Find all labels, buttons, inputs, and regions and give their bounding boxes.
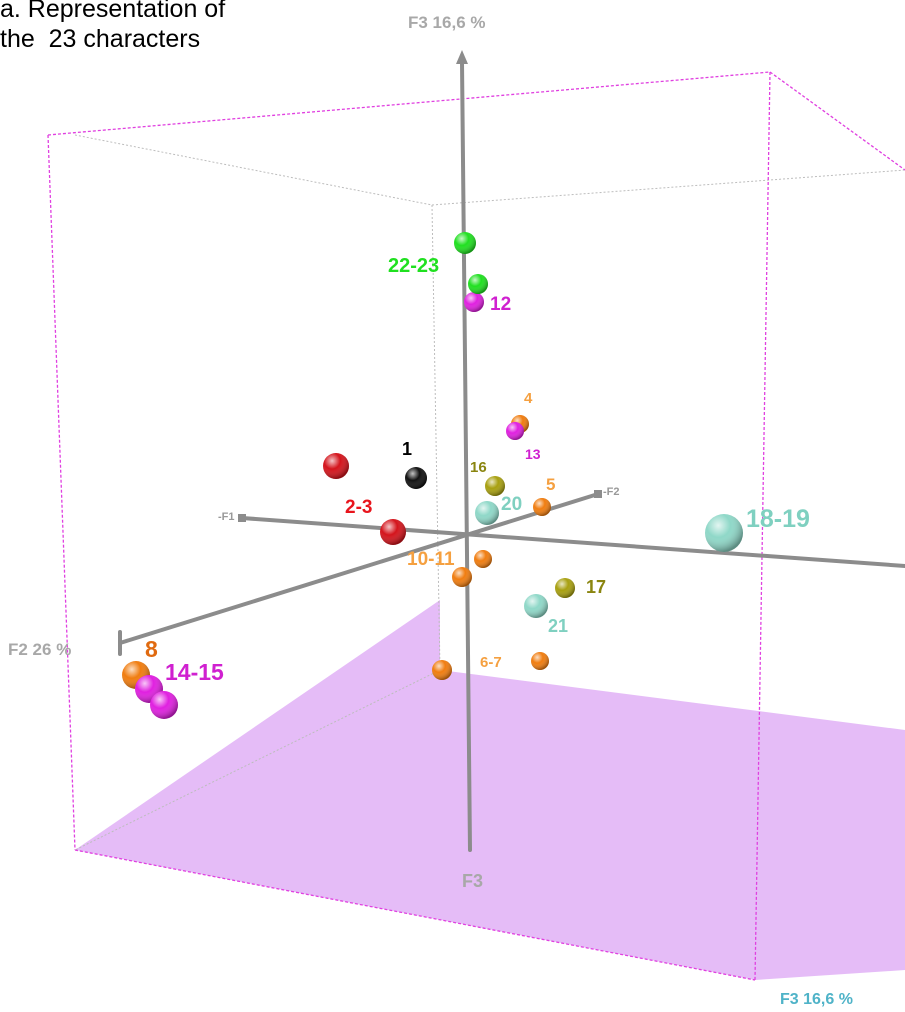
- point-label-16: 16: [470, 459, 487, 476]
- point-label-13: 13: [525, 446, 541, 462]
- point-marker-12-12: [464, 292, 484, 312]
- point-markers: [122, 232, 743, 719]
- point-label-17: 17: [586, 577, 606, 597]
- point-label-14-15: 14-15: [165, 659, 224, 685]
- axis-f1-end: [238, 514, 246, 522]
- point-label-18-19: 18-19: [746, 505, 810, 533]
- point-marker-18-19-18: [705, 514, 743, 552]
- point-marker-5-5: [533, 498, 551, 516]
- point-marker-17-17: [555, 578, 575, 598]
- axis-f2-end: [594, 490, 602, 498]
- point-marker-22-23-23: [468, 274, 488, 294]
- point-marker-14-15-15: [150, 691, 178, 719]
- point-marker-6-7-6: [432, 660, 452, 680]
- axis-label-f3-top: F3 16,6 %: [408, 13, 486, 32]
- point-marker-16-16: [485, 476, 505, 496]
- point-marker-10-11-11: [452, 567, 472, 587]
- point-marker-2-3-2: [323, 453, 349, 479]
- axis-f2: [118, 492, 600, 645]
- point-label-5: 5: [546, 475, 555, 494]
- point-marker-20-20: [475, 501, 499, 525]
- axis-f1: [240, 516, 905, 568]
- point-marker-13-13: [506, 422, 524, 440]
- point-marker-10-11-10: [474, 550, 492, 568]
- axes: [118, 50, 905, 852]
- caption-line-2: the 23 characters: [0, 25, 201, 53]
- axis-label-corner: F3 16,6 %: [780, 991, 853, 1008]
- point-label-22-23: 22-23: [388, 255, 439, 277]
- axis-f3-arrow: [456, 50, 468, 64]
- point-label-2-3: 2-3: [345, 497, 372, 518]
- axis-f3: [460, 60, 472, 852]
- floor-plane: [75, 600, 905, 980]
- box-front-edges: [47, 71, 905, 981]
- point-label-8: 8: [145, 636, 158, 662]
- point-label-21: 21: [548, 616, 568, 636]
- axis-label-f2-neg: -F2: [603, 486, 620, 498]
- point-label-4: 4: [524, 390, 533, 407]
- point-marker-1-1: [405, 467, 427, 489]
- caption-line-1: a. Representation of: [0, 0, 226, 23]
- point-marker-6-7-7: [531, 652, 549, 670]
- axis-label-f2: F2 26 %: [8, 640, 71, 659]
- point-marker-21-21: [524, 594, 548, 618]
- figure-caption: a. Representation of the 23 characters: [0, 0, 225, 54]
- point-marker-2-3-3: [380, 519, 406, 545]
- axis-label-f3-bottom: F3: [462, 871, 483, 891]
- point-labels: 1 2-3 4 5 6-7 8 10-11 12 13 14-15 16 17 18-19 20 21 22-…: [145, 255, 810, 685]
- box-back-edges: [74, 134, 905, 851]
- point-marker-22-23-22: [454, 232, 476, 254]
- point-label-6-7: 6-7: [480, 654, 502, 671]
- point-label-10-11: 10-11: [407, 549, 455, 570]
- point-label-12: 12: [490, 294, 511, 315]
- point-label-20: 20: [501, 494, 522, 515]
- axis-label-f1-neg: -F1: [218, 511, 235, 523]
- point-label-1: 1: [402, 439, 412, 459]
